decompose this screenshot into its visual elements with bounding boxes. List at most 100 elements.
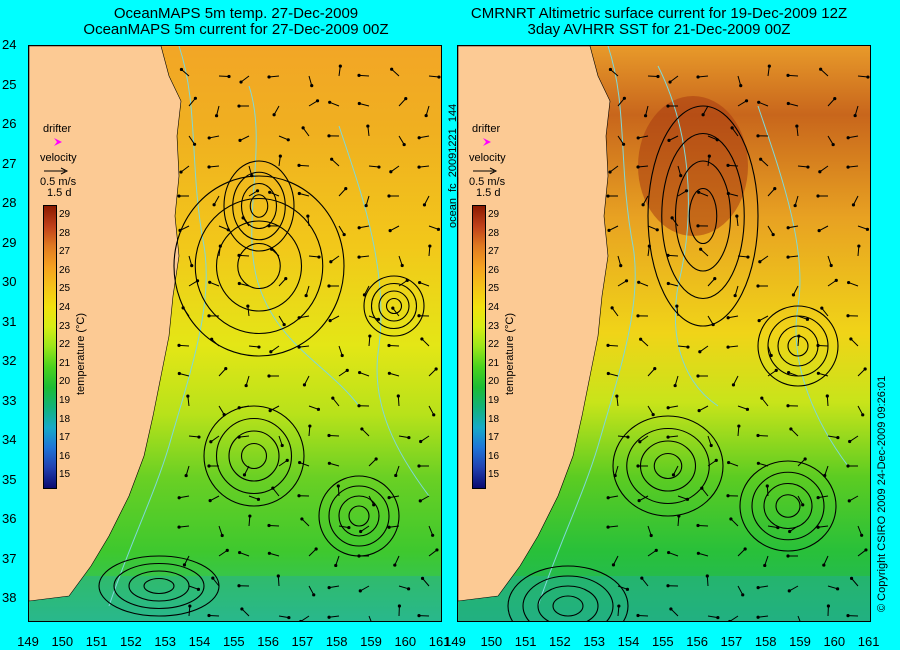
velocity-arrow [736, 216, 739, 227]
current-streamline [370, 282, 418, 330]
velocity-arrow [188, 605, 191, 617]
velocity-arrow-head [797, 334, 801, 338]
velocity-arrow-head [654, 548, 658, 552]
velocity-arrow [241, 608, 250, 617]
velocity-arrow-head [390, 67, 394, 71]
velocity-arrow [248, 165, 253, 176]
velocity-arrow [389, 225, 400, 232]
velocity-arrow [737, 585, 744, 596]
velocity-arrow [676, 306, 679, 317]
velocity-arrow-head [300, 517, 304, 521]
velocity-arrow [420, 435, 430, 442]
velocity-arrow [787, 74, 799, 77]
velocity-arrow-head [437, 75, 441, 79]
velocity-arrow-head [670, 216, 674, 220]
velocity-arrow [240, 75, 250, 83]
velocity-arrow [796, 126, 799, 137]
velocity-arrow-head [207, 464, 211, 468]
velocity-arrow-head [786, 554, 790, 558]
velocity-arrow-head [607, 228, 611, 233]
velocity-arrow-head [666, 406, 670, 410]
velocity-arrow-head [208, 499, 212, 503]
velocity-arrow-head [696, 551, 700, 555]
velocity-arrow-head [269, 350, 273, 354]
current-streamline [249, 194, 269, 218]
velocity-arrow [389, 525, 400, 528]
velocity-arrow-head [218, 244, 222, 248]
left-lon-154: 154 [188, 634, 211, 649]
velocity-arrow [332, 397, 340, 407]
velocity-arrow [242, 217, 250, 227]
left-map-panel [28, 45, 442, 622]
velocity-arrow-head [317, 255, 321, 259]
velocity-arrow-head [186, 394, 190, 398]
velocity-arrow [419, 282, 430, 287]
velocity-arrow [391, 68, 400, 77]
velocity-arrow [308, 405, 319, 410]
velocity-arrow [395, 465, 400, 476]
velocity-arrow-head [278, 154, 282, 158]
velocity-arrow [218, 75, 230, 78]
velocity-arrow-head [756, 134, 760, 138]
drifter-marker [53, 137, 63, 150]
velocity-arrow [397, 395, 400, 407]
velocity-arrow-head [362, 293, 367, 297]
colorbar-tick-26: 26 [59, 264, 71, 276]
velocity-arrow [330, 255, 340, 263]
velocity-arrow [823, 555, 829, 566]
right-lon-150: 150 [480, 634, 503, 649]
velocity-arrow-head [329, 260, 333, 264]
velocity-arrow [851, 578, 859, 587]
velocity-arrow [797, 458, 806, 467]
velocity-arrow [673, 465, 679, 476]
left-lat-29: 29 [2, 234, 17, 250]
colorbar-tick-15: 15 [59, 469, 71, 481]
current-streamline [674, 160, 732, 272]
velocity-arrow-head [636, 165, 640, 169]
velocity-arrow [360, 525, 370, 532]
right-lon-153: 153 [583, 634, 606, 649]
velocity-arrow-head [306, 214, 310, 218]
velocity-arrow [358, 74, 370, 77]
velocity-arrow [820, 68, 829, 77]
velocity-arrow [614, 465, 619, 476]
velocity-arrow [824, 465, 829, 476]
current-streamline [328, 485, 390, 547]
velocity-arrow [419, 135, 430, 139]
velocity-arrow-head [816, 371, 820, 375]
velocity-arrow-head [267, 374, 271, 378]
velocity-arrow [307, 216, 310, 227]
velocity-arrow-head [846, 613, 850, 618]
current-streamline [203, 405, 305, 507]
velocity-arrow-head [422, 203, 427, 207]
velocity-arrow [188, 280, 198, 287]
velocity-arrow [368, 458, 377, 467]
velocity-arrow-head [636, 613, 640, 618]
velocity-arrow-head [625, 587, 630, 591]
velocity-arrow [398, 279, 408, 287]
velocity-arrow-head [636, 314, 640, 318]
velocity-arrow [308, 425, 311, 437]
velocity-arrow-head [420, 576, 425, 580]
velocity-arrow-head [188, 604, 192, 608]
velocity-arrow-head [636, 464, 640, 468]
velocity-arrow-head [197, 435, 201, 439]
current-streamline [653, 452, 683, 480]
velocity-arrow-head [342, 232, 346, 237]
drifter-label: drifter [472, 123, 501, 135]
velocity-arrow [668, 435, 679, 438]
velocity-arrow [788, 372, 799, 377]
velocity-arrow [428, 549, 438, 557]
velocity-arrow-head [647, 244, 651, 248]
left-sst-current-map [29, 46, 441, 621]
drifter-marker [482, 137, 492, 150]
velocity-arrow [797, 615, 801, 621]
velocity-arrow-head [726, 494, 730, 498]
velocity-arrow-head [731, 383, 736, 387]
colorbar-tick-20: 20 [59, 376, 71, 388]
velocity-scale-time: 1.5 d [476, 187, 501, 199]
velocity-arrow [338, 345, 343, 356]
velocity-arrow-head [347, 525, 351, 530]
velocity-arrow-head [697, 190, 701, 194]
left-lon-158: 158 [325, 634, 348, 649]
